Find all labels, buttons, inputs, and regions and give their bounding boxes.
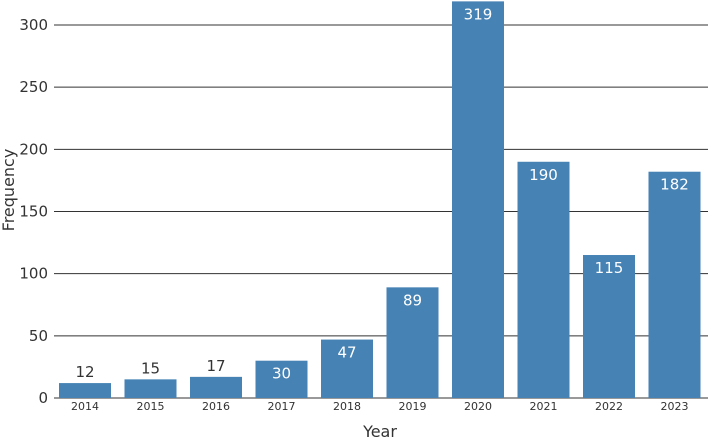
data-label: 17	[206, 357, 225, 375]
bar-2015	[124, 379, 177, 398]
x-tick-label: 2016	[202, 400, 230, 413]
x-tick-label: 2018	[333, 400, 361, 413]
x-axis-title: Year	[362, 422, 397, 438]
data-label: 47	[337, 344, 356, 362]
x-tick-label: 2022	[595, 400, 623, 413]
x-tick-label: 2017	[268, 400, 296, 413]
data-label: 12	[75, 363, 94, 381]
bar-2021	[517, 161, 570, 398]
bar-2019	[386, 287, 439, 398]
bar-2022	[583, 255, 635, 398]
y-tick-label: 50	[29, 327, 48, 345]
x-tick-label: 2021	[530, 400, 558, 413]
x-tick-label: 2020	[464, 400, 492, 413]
bar-2023	[648, 171, 701, 398]
bar-2017	[255, 360, 308, 398]
x-tick-label: 2014	[71, 400, 99, 413]
x-axis-ticks: 2014 2015 2016 2017 2018 2019 2020 2021 2022 2023	[71, 400, 689, 413]
gridlines	[54, 24, 708, 399]
y-tick-label: 200	[19, 140, 48, 158]
y-tick-label: 300	[19, 16, 48, 34]
y-tick-label: 150	[19, 203, 48, 221]
bar-2018	[321, 339, 373, 398]
data-label: 30	[272, 365, 291, 383]
y-axis-title: Frequency	[0, 149, 18, 232]
y-tick-label: 100	[19, 265, 48, 283]
data-label: 182	[660, 176, 689, 194]
y-tick-label: 250	[19, 78, 48, 96]
bar-2016	[190, 376, 242, 398]
y-axis-ticks: 0 50 100 150 200 250 300	[19, 16, 48, 407]
data-label: 115	[595, 259, 624, 277]
bars	[59, 1, 701, 398]
x-tick-label: 2015	[137, 400, 165, 413]
data-label: 15	[141, 359, 160, 377]
x-tick-label: 2019	[399, 400, 427, 413]
bar-2020	[452, 1, 504, 398]
x-tick-label: 2023	[661, 400, 689, 413]
data-label: 319	[464, 5, 493, 23]
data-labels: 12 15 17 30 47 89 319 190 115 182	[75, 5, 688, 382]
bar-2014	[59, 383, 111, 398]
y-tick-label: 0	[38, 389, 48, 407]
data-label: 89	[403, 291, 422, 309]
data-label: 190	[529, 166, 558, 184]
